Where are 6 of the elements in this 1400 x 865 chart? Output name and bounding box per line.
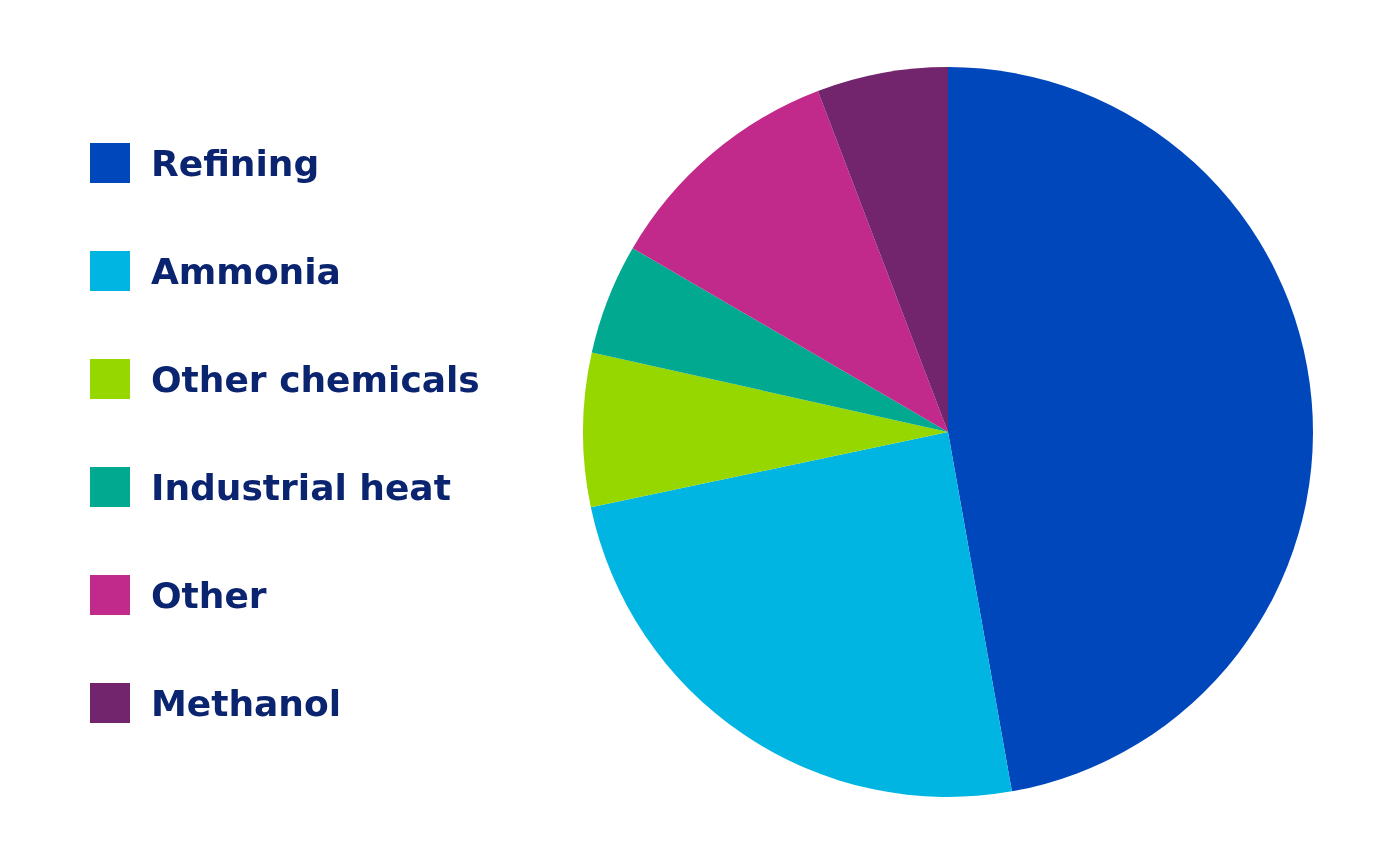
legend-label: Other bbox=[151, 574, 267, 616]
legend-label: Methanol bbox=[151, 682, 342, 724]
legend-label: Industrial heat bbox=[151, 466, 451, 508]
legend-label: Refining bbox=[151, 142, 320, 184]
legend-label: Ammonia bbox=[151, 250, 341, 292]
legend-label: Other chemicals bbox=[151, 358, 480, 400]
